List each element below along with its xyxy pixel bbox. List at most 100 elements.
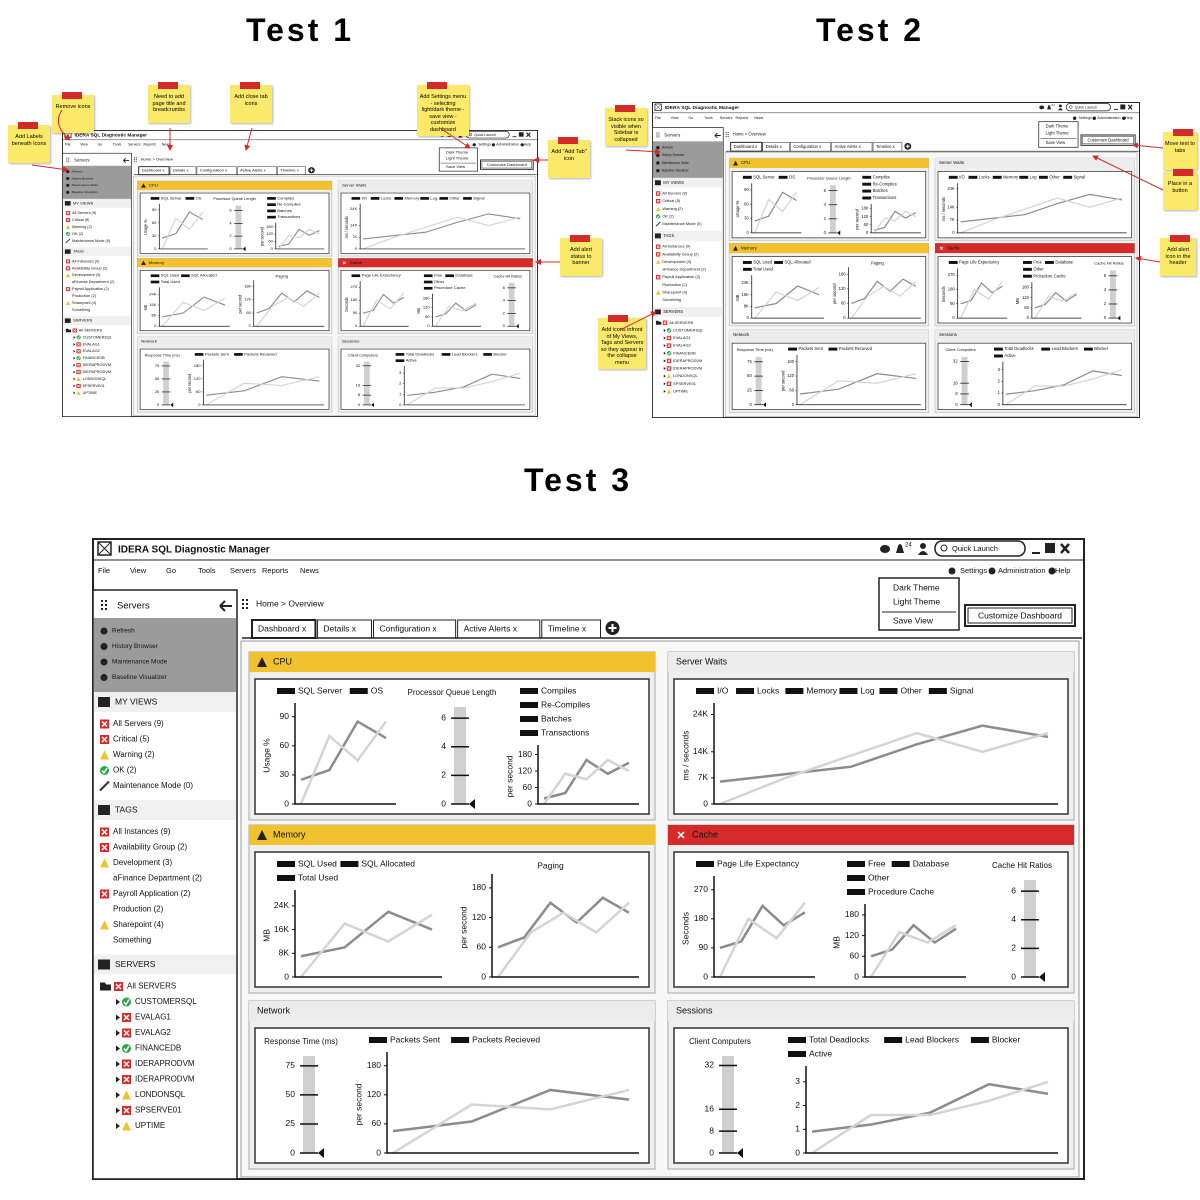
sidebar-item[interactable]: Warning (2) <box>662 206 683 211</box>
sidebar-item[interactable]: EVALAG2 <box>83 349 100 353</box>
sidebar-item[interactable]: Production (2) <box>113 905 164 914</box>
sidebar-item[interactable]: Something <box>662 297 681 302</box>
menu-item[interactable]: Tools <box>113 143 122 147</box>
sidebar-item[interactable]: EVALAG1 <box>673 335 691 340</box>
settings-menu-item[interactable]: Light Theme <box>1046 131 1070 136</box>
sidebar-item[interactable]: Payroll Application (2) <box>113 889 191 898</box>
sidebar-action[interactable]: Refresh <box>662 146 673 150</box>
toolbar-item[interactable]: Settings <box>478 143 491 147</box>
sidebar-item[interactable]: IDERAPRODVM <box>673 358 702 363</box>
menu-item[interactable]: File <box>65 143 71 147</box>
sidebar-action[interactable]: Refresh <box>112 628 135 635</box>
menu-item[interactable]: Reports <box>143 143 156 147</box>
sidebar-item[interactable]: Critical (5) <box>113 735 150 744</box>
sidebar-item[interactable]: All Servers (9) <box>662 191 688 196</box>
sidebar-item[interactable]: Something <box>113 936 151 945</box>
sidebar-item[interactable]: FINANCEDB <box>135 1044 181 1053</box>
sidebar-item[interactable]: IDERAPRODVM <box>135 1059 195 1068</box>
sidebar-item[interactable]: Warning (2) <box>113 750 155 759</box>
sidebar-item[interactable]: Availability Group (2) <box>72 266 107 270</box>
settings-menu-item[interactable]: Light Theme <box>893 596 940 606</box>
sidebar-action[interactable]: Baseline Visualizer <box>662 169 690 173</box>
sidebar-item[interactable]: CUSTOMERSQL <box>673 327 704 332</box>
sidebar-item[interactable]: OK (2) <box>72 232 83 236</box>
menu-item[interactable]: Reports <box>736 116 749 120</box>
menu-item[interactable]: Tools <box>198 566 216 575</box>
sidebar-item[interactable]: IDERAPRODVM <box>83 363 111 367</box>
sidebar-item[interactable]: All Instances (9) <box>113 827 171 836</box>
quick-launch[interactable] <box>934 540 1026 557</box>
sidebar-item[interactable]: All SERVERS <box>127 982 176 991</box>
sidebar-item[interactable]: Availability Group (2) <box>662 251 699 256</box>
toolbar-item[interactable]: Help <box>524 143 531 147</box>
sidebar-item[interactable]: OK (2) <box>662 213 674 218</box>
sidebar-item[interactable]: FINANCEDB <box>673 350 696 355</box>
toolbar-item[interactable]: Help <box>1125 116 1133 120</box>
sidebar-item[interactable]: Critical (5) <box>662 198 681 203</box>
settings-menu-item[interactable]: Dark Theme <box>893 582 940 592</box>
customize-button[interactable] <box>964 604 1076 627</box>
toolbar-item[interactable]: Administration <box>1097 116 1120 120</box>
sidebar-item[interactable]: Development (3) <box>72 273 100 277</box>
sidebar-item[interactable]: LONDONSQL <box>83 377 107 381</box>
sidebar-item[interactable]: All Instances (9) <box>72 259 99 263</box>
settings-menu-item[interactable]: Save View <box>893 615 934 625</box>
sidebar-item[interactable]: SPSERVE01 <box>135 1106 182 1115</box>
sidebar-item[interactable]: UPTIME <box>135 1121 165 1130</box>
sidebar-item[interactable]: Critical (5) <box>72 218 89 222</box>
sidebar-item[interactable]: OK (2) <box>113 766 137 775</box>
sidebar-item[interactable]: SPSERVE01 <box>673 381 696 386</box>
sidebar-item[interactable]: aFinance Department (2) <box>72 280 114 284</box>
toolbar-item[interactable]: Administration <box>998 566 1046 575</box>
sidebar-action[interactable]: Maintenance Mode <box>72 183 99 187</box>
sidebar-item[interactable]: All Servers (9) <box>113 719 164 728</box>
menu-item[interactable]: Servers <box>720 116 733 120</box>
sidebar-item[interactable]: Development (3) <box>113 858 172 867</box>
menu-item[interactable]: News <box>162 143 171 147</box>
sidebar-action[interactable]: Maintenance Mode <box>662 161 689 165</box>
toolbar-item[interactable]: Settings <box>960 566 987 575</box>
settings-menu-item[interactable]: Dark Theme <box>446 149 468 154</box>
sidebar-item[interactable]: IDERAPRODVM <box>673 366 702 371</box>
sidebar-action[interactable]: Refresh <box>72 169 83 173</box>
sidebar-item[interactable]: Something <box>72 308 90 312</box>
sidebar-item[interactable]: All SERVERS <box>79 329 103 333</box>
settings-menu-item[interactable]: Light Theme <box>446 156 468 161</box>
sidebar-item[interactable]: SPSERVE01 <box>83 384 105 388</box>
menu-item[interactable]: Go <box>166 566 176 575</box>
sidebar-item[interactable]: LONDONSQL <box>673 373 698 378</box>
sidebar-item[interactable]: EVALAG1 <box>135 1013 171 1022</box>
sidebar-item[interactable]: LONDONSQL <box>135 1090 186 1099</box>
sidebar-item[interactable]: Sharepoint (4) <box>662 290 688 295</box>
menu-item[interactable]: File <box>655 116 661 120</box>
sidebar-action[interactable]: Maintenance Mode <box>112 659 168 666</box>
settings-menu-item[interactable]: Save View <box>446 164 465 169</box>
menu-item[interactable]: Tools <box>704 116 713 120</box>
sidebar-item[interactable]: All Servers (9) <box>72 211 96 215</box>
sidebar-item[interactable]: EVALAG2 <box>135 1028 171 1037</box>
sidebar-action[interactable]: History Browser <box>662 153 685 157</box>
toolbar-item[interactable]: Administration <box>496 143 519 147</box>
menu-item[interactable]: View <box>130 566 147 575</box>
sidebar-item[interactable]: Payroll Application (2) <box>72 287 109 291</box>
settings-menu-item[interactable]: Save View <box>1046 140 1067 145</box>
sidebar-item[interactable]: Production (2) <box>72 294 96 298</box>
sidebar-action[interactable]: Baseline Visualizer <box>112 674 168 681</box>
menu-item[interactable]: News <box>754 116 763 120</box>
sidebar-item[interactable]: Maintenance Mode (0) <box>662 221 702 226</box>
sidebar-item[interactable]: Maintenance Mode (0) <box>113 781 193 790</box>
sidebar-action[interactable]: History Browser <box>72 176 94 180</box>
sidebar-item[interactable]: FINANCEDB <box>83 356 106 360</box>
menu-item[interactable]: Go <box>688 116 693 120</box>
sidebar-item[interactable]: CUSTOMERSQL <box>135 997 197 1006</box>
sidebar-item[interactable]: EVALAG2 <box>673 343 691 348</box>
menu-item[interactable]: Reports <box>262 566 289 575</box>
sidebar-item[interactable]: Sharepoint (4) <box>113 920 164 929</box>
menu-item[interactable]: View <box>80 143 88 147</box>
sidebar-item[interactable]: EVALAG1 <box>83 342 100 346</box>
sidebar-item[interactable]: Maintenance Mode (0) <box>72 239 110 243</box>
sidebar-item[interactable]: CUSTOMERSQL <box>83 335 112 339</box>
sidebar-item[interactable]: IDERAPRODVM <box>135 1075 195 1084</box>
sidebar-item[interactable]: aFinance Department (2) <box>113 874 202 883</box>
quick-launch[interactable] <box>1065 103 1111 112</box>
